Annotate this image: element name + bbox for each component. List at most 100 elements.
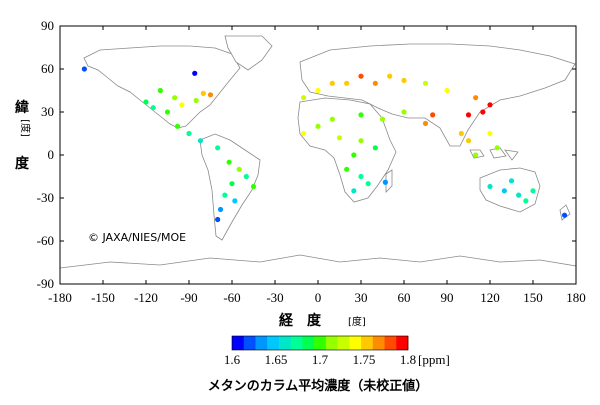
measurement-point xyxy=(382,179,388,185)
measurement-point xyxy=(561,212,568,218)
measurement-point xyxy=(458,130,464,137)
y-tick-label: -30 xyxy=(37,190,54,205)
measurement-point xyxy=(523,198,529,204)
measurement-point xyxy=(164,109,171,115)
measurement-point xyxy=(315,123,321,129)
measurement-point xyxy=(530,188,536,194)
colorbar-segment xyxy=(278,336,291,350)
measurement-point xyxy=(329,80,335,86)
colorbar-segment xyxy=(302,336,315,350)
measurement-point xyxy=(465,138,472,144)
x-tick-label: 150 xyxy=(523,290,543,305)
colorbar-segment xyxy=(396,336,409,350)
measurement-point xyxy=(143,99,149,105)
measurement-point xyxy=(236,166,242,172)
x-axis-unit: [度] xyxy=(348,315,366,328)
measurement-point xyxy=(487,183,493,190)
measurement-point xyxy=(193,97,199,104)
measurement-point xyxy=(358,112,364,118)
x-tick-label: -150 xyxy=(91,290,115,305)
continent-antarctica xyxy=(59,254,577,285)
measurement-point xyxy=(226,159,232,165)
colorbar-segment xyxy=(243,336,256,350)
y-axis-unit: [度] xyxy=(19,119,32,137)
x-tick-label: -180 xyxy=(48,290,72,305)
continent-north-america xyxy=(83,45,241,129)
measurement-point xyxy=(315,87,321,94)
measurement-point xyxy=(444,87,450,94)
measurement-point xyxy=(473,95,479,101)
continent-outlines xyxy=(59,35,577,285)
x-tick-label: -60 xyxy=(223,290,240,305)
colorbar-segment xyxy=(337,336,350,350)
x-tick-label: 0 xyxy=(315,290,322,305)
measurement-point xyxy=(179,102,185,108)
measurement-point xyxy=(150,105,156,111)
measurement-point xyxy=(372,145,378,151)
measurement-point xyxy=(516,192,522,198)
measurement-point xyxy=(480,109,486,115)
measurement-point xyxy=(501,188,507,194)
measurement-point xyxy=(465,112,472,118)
continent-south-america xyxy=(199,133,261,241)
x-tick-label: -30 xyxy=(266,290,283,305)
map-caption: メタンのカラム平均濃度（未校正値） xyxy=(208,378,429,394)
x-tick-label: 120 xyxy=(480,290,500,305)
measurement-point xyxy=(422,120,429,127)
measurement-point xyxy=(430,112,436,118)
colorbar-unit: [ppm] xyxy=(418,352,450,367)
measurement-point xyxy=(186,130,192,137)
measurement-points xyxy=(81,66,568,223)
measurement-point xyxy=(344,166,350,172)
measurement-point xyxy=(387,73,393,79)
measurement-point xyxy=(215,216,221,223)
colorbar-segment xyxy=(232,336,245,350)
y-tick-label: 0 xyxy=(48,147,55,162)
x-tick-label: 180 xyxy=(566,290,586,305)
colorbar-segment xyxy=(361,336,374,350)
y-tick-label: -90 xyxy=(37,276,54,291)
measurement-point xyxy=(217,206,224,213)
y-tick-label: 60 xyxy=(41,61,54,76)
continent-greenland xyxy=(224,35,273,71)
colorbar-segment xyxy=(255,336,268,350)
colorbar-tick-label: 1.65 xyxy=(265,352,288,367)
measurement-point xyxy=(365,181,371,187)
colorbar-tick-label: 1.8 xyxy=(400,352,416,367)
measurement-point xyxy=(422,80,429,86)
continent-africa xyxy=(297,97,397,203)
colorbar-tick-label: 1.6 xyxy=(224,352,241,367)
y-axis-title-bottom: 度 xyxy=(15,155,30,172)
colorbar-segment xyxy=(267,336,280,350)
measurement-point xyxy=(351,152,357,158)
measurement-point xyxy=(197,138,204,144)
measurement-point xyxy=(229,181,235,187)
y-tick-label: -60 xyxy=(37,233,54,248)
colorbar-segment xyxy=(314,336,327,350)
measurement-point xyxy=(243,173,249,180)
measurement-point xyxy=(487,130,493,137)
colorbar-ticks: 1.6 1.65 1.7 1.75 1.8 xyxy=(224,352,416,367)
measurement-point xyxy=(401,77,407,84)
measurement-point xyxy=(172,95,178,101)
colorbar-segment xyxy=(290,336,303,350)
measurement-point xyxy=(200,90,206,96)
y-axis-title-top: 緯 xyxy=(15,99,29,116)
measurement-point xyxy=(494,145,500,151)
measurement-point xyxy=(174,123,181,129)
y-tick-label: 90 xyxy=(41,18,54,33)
measurement-point xyxy=(250,183,257,190)
measurement-point xyxy=(222,192,228,198)
measurement-point xyxy=(379,116,386,122)
measurement-point xyxy=(358,138,364,144)
colorbar-segment xyxy=(384,336,397,350)
colorbar-tick-label: 1.7 xyxy=(312,352,329,367)
measurement-point xyxy=(232,198,238,204)
measurement-point xyxy=(192,70,198,76)
measurement-point xyxy=(473,152,479,158)
measurement-point xyxy=(358,73,364,79)
measurement-point xyxy=(157,87,163,94)
x-axis-title: 経 度 xyxy=(279,312,322,329)
x-tick-label: 60 xyxy=(398,290,411,305)
y-tick-label: 30 xyxy=(41,104,54,119)
